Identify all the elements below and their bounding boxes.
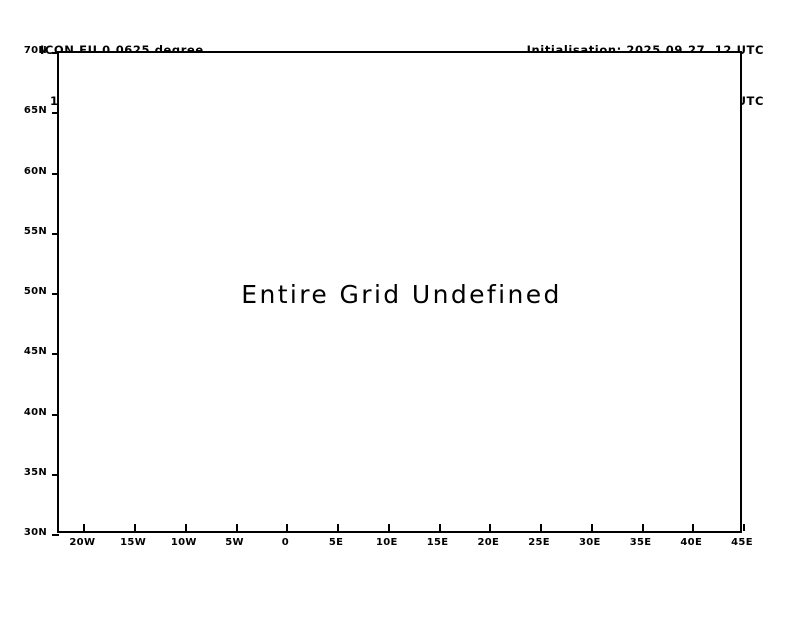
y-axis-tick (52, 353, 59, 356)
y-axis-label: 70N (23, 45, 47, 56)
y-axis-tick (52, 473, 59, 476)
x-axis-label: 25E (528, 537, 550, 548)
x-axis-label: 40E (680, 537, 703, 548)
x-axis-tick (540, 524, 543, 531)
y-axis-label: 45N (23, 346, 47, 358)
y-axis-label: 65N (23, 105, 47, 117)
y-axis-tick (52, 232, 59, 235)
x-axis-label: 45E (731, 537, 753, 548)
map-plot-frame: Entire Grid Undefined (52, 51, 745, 536)
y-axis-tick (52, 413, 59, 416)
x-axis-tick (337, 524, 340, 531)
x-axis-tick (286, 524, 289, 531)
x-axis-tick (641, 524, 644, 531)
x-axis-tick (134, 524, 137, 531)
x-axis-label: 35E (629, 537, 652, 548)
x-axis-tick (83, 524, 86, 531)
x-axis-label: 30E (578, 537, 601, 548)
x-axis-tick (235, 524, 238, 531)
x-axis-tick (438, 524, 441, 531)
x-axis-tick (387, 524, 390, 531)
y-axis-label: 55N (23, 225, 47, 237)
x-axis-tick (184, 524, 187, 531)
y-axis-label: 40N (23, 406, 47, 418)
y-axis-tick (52, 172, 59, 175)
y-axis-tick (52, 52, 59, 54)
x-axis-label: 5E (328, 537, 344, 548)
x-axis-label: 10E (375, 537, 398, 548)
x-axis-label: 10W (170, 537, 197, 548)
x-axis-label: 15W (120, 537, 147, 548)
y-axis-tick (52, 112, 59, 115)
x-axis-tick (489, 524, 492, 531)
y-axis-label: 30N (23, 527, 47, 538)
y-axis-label: 35N (23, 466, 47, 478)
y-axis-label: 50N (23, 286, 47, 297)
undefined-grid-message: Entire Grid Undefined (241, 279, 562, 309)
x-axis-label: 20E (477, 537, 500, 548)
x-axis-tick (743, 524, 745, 531)
y-axis-tick (52, 534, 59, 536)
x-axis-tick (590, 524, 593, 531)
y-axis-tick (52, 293, 59, 295)
y-axis-label: 60N (23, 165, 47, 177)
x-axis-label: 20W (69, 537, 96, 548)
x-axis-tick (692, 524, 695, 531)
x-axis-label: 15E (426, 537, 449, 548)
x-axis-label: 5W (225, 537, 244, 548)
x-axis-label: 0 (281, 537, 289, 548)
